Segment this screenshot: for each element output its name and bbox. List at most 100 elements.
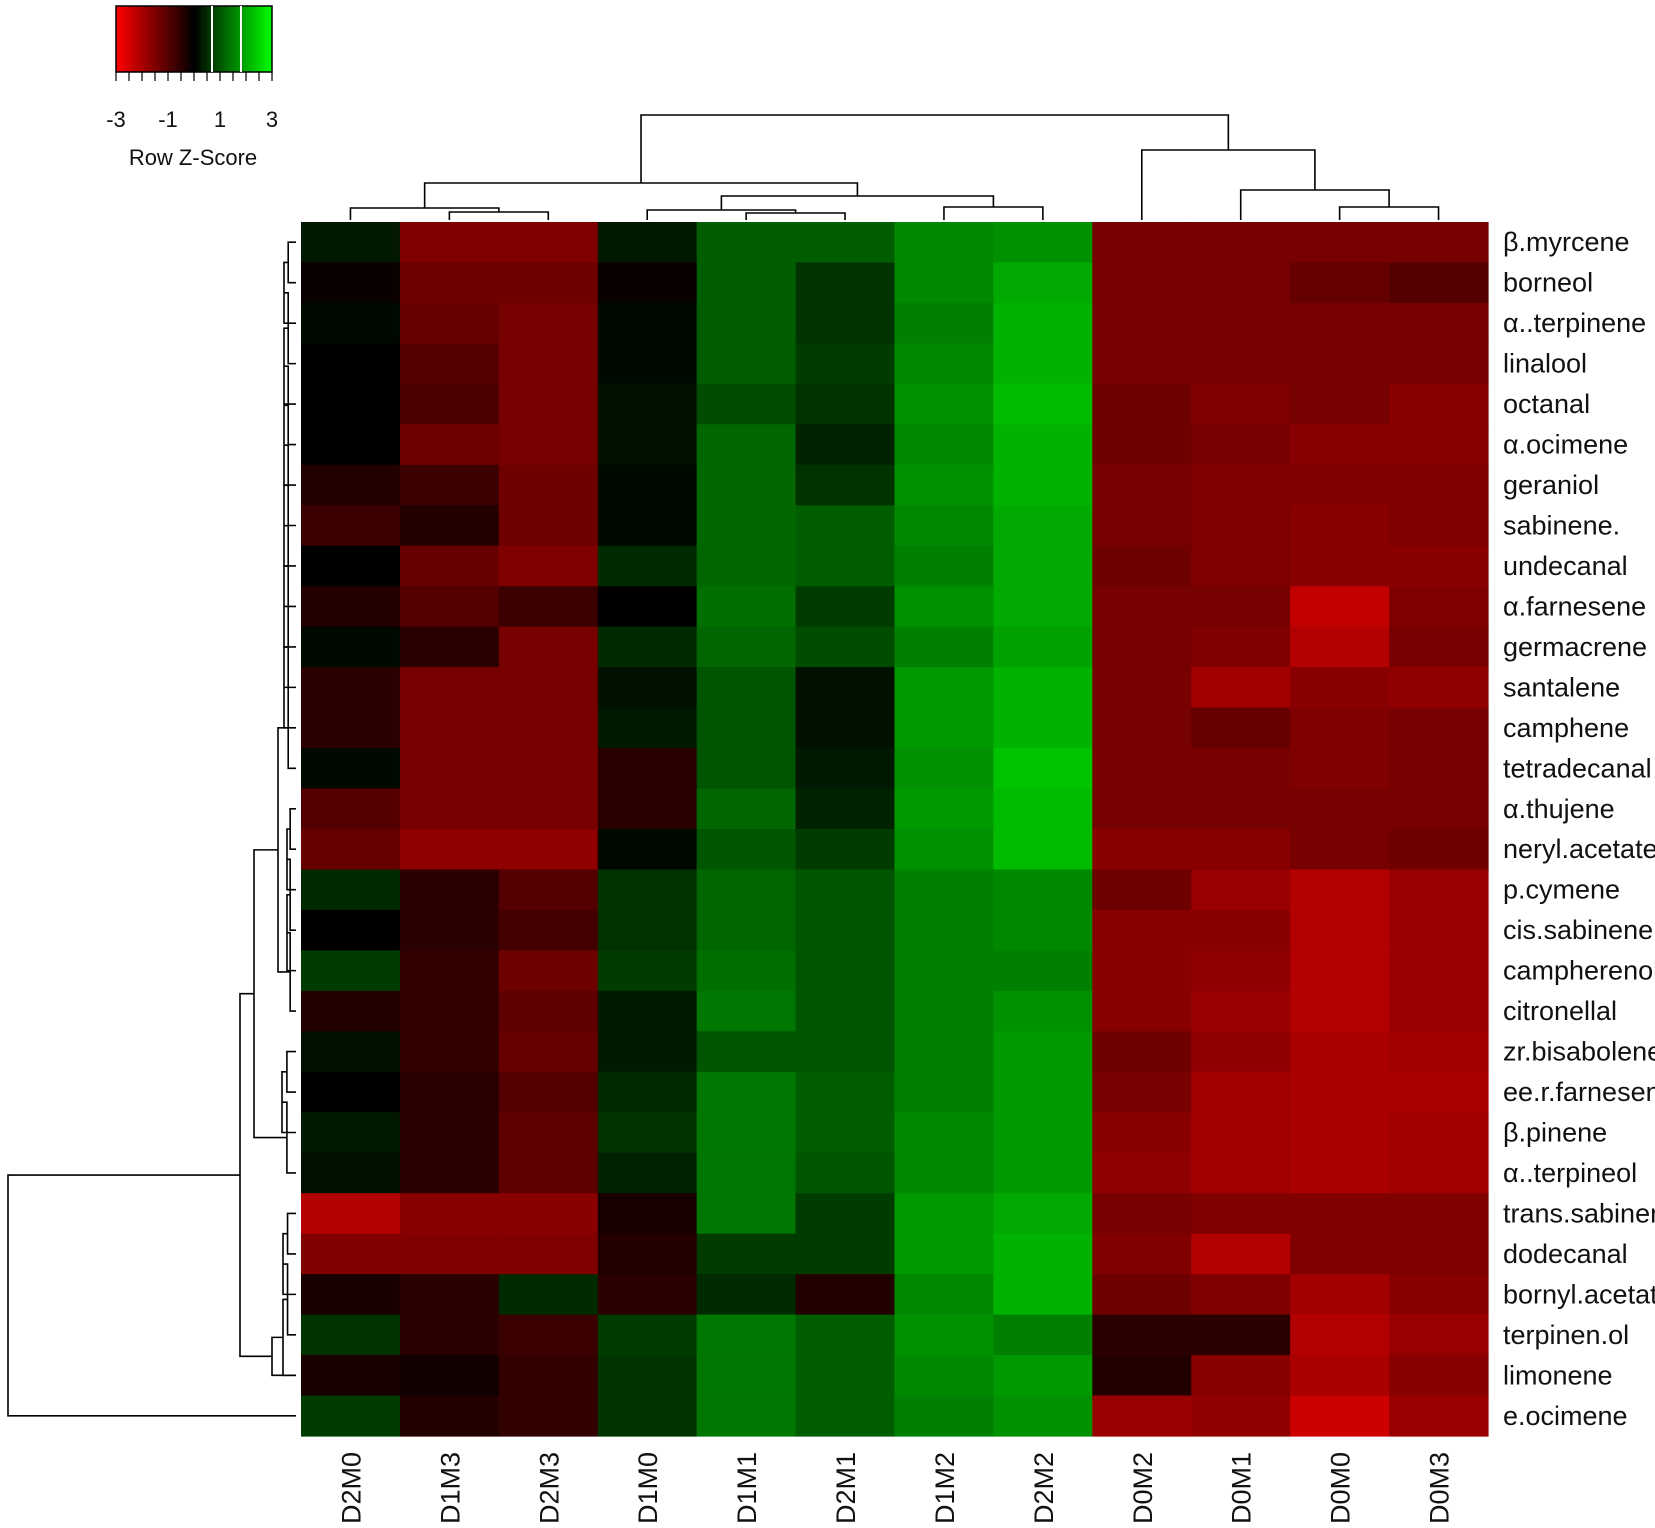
color-key-swatch: [240, 6, 244, 72]
heatmap-cell: [301, 707, 401, 749]
heatmap-cell: [597, 1395, 698, 1437]
heatmap-cell: [1191, 1112, 1291, 1154]
heatmap-cell: [894, 1395, 995, 1437]
heatmap-cell: [696, 262, 797, 304]
dendrogram-branch: [640, 114, 1230, 183]
heatmap-cell: [1191, 626, 1291, 668]
dendrogram-branch: [239, 992, 272, 1358]
row-label: zr.bisabolene: [1503, 1037, 1655, 1067]
heatmap-cell: [894, 990, 995, 1032]
color-key-swatch: [253, 6, 257, 72]
heatmap-cell: [399, 1031, 500, 1073]
heatmap-cell: [894, 707, 995, 749]
heatmap-cell: [1389, 990, 1489, 1032]
heatmap-cell: [696, 707, 797, 749]
heatmap-cell: [1389, 667, 1489, 709]
color-key-swatch: [238, 6, 242, 72]
heatmap-cell: [993, 343, 1093, 385]
column-label: D1M0: [633, 1452, 663, 1524]
heatmap-cell: [597, 909, 698, 951]
heatmap-cell: [894, 748, 995, 790]
heatmap-cell: [696, 1395, 797, 1437]
heatmap-cell: [696, 748, 797, 790]
heatmap-cell: [301, 788, 401, 830]
heatmap-cell: [1191, 343, 1291, 385]
heatmap-cell: [1191, 667, 1291, 709]
heatmap-cell: [1389, 707, 1489, 749]
row-label: α.farnesene: [1503, 591, 1646, 621]
column-label: D0M3: [1425, 1452, 1455, 1524]
column-label: D1M2: [930, 1452, 960, 1524]
row-label: terpinen.ol: [1503, 1320, 1629, 1350]
color-key-swatch: [188, 6, 192, 72]
heatmap-cell: [696, 829, 797, 871]
heatmap-cell: [1092, 1071, 1192, 1113]
color-key-swatch: [155, 6, 159, 72]
heatmap-cell: [1389, 829, 1489, 871]
heatmap-cell: [894, 829, 995, 871]
color-key-swatch: [123, 6, 127, 72]
dendrogram-branch: [1239, 189, 1390, 220]
heatmap-cell: [597, 586, 698, 628]
heatmap-cell: [1092, 302, 1192, 344]
heatmap-cell: [301, 1314, 401, 1356]
heatmap-cell: [498, 748, 599, 790]
color-key-swatch: [144, 6, 148, 72]
heatmap-cell: [1191, 707, 1291, 749]
row-label: geraniol: [1503, 470, 1599, 500]
heatmap-cell: [1389, 1314, 1489, 1356]
dendrogram-branch: [1140, 149, 1316, 220]
heatmap-cell: [1290, 788, 1390, 830]
row-label: β.pinene: [1503, 1118, 1607, 1148]
heatmap-cell: [1092, 1193, 1192, 1235]
heatmap-cell: [498, 424, 599, 466]
heatmap-cell: [696, 383, 797, 425]
color-key-swatch: [152, 6, 156, 72]
color-key-swatch: [157, 6, 161, 72]
heatmap-cell: [1191, 1193, 1291, 1235]
heatmap-cell: [1092, 505, 1192, 547]
heatmap-cell: [1191, 1395, 1291, 1437]
heatmap-cell: [498, 1274, 599, 1316]
column-dendrogram: [349, 114, 1440, 220]
heatmap-cell: [399, 1395, 500, 1437]
heatmap-cell: [795, 1152, 896, 1194]
heatmap-cell: [1092, 545, 1192, 587]
color-key-swatch: [142, 6, 146, 72]
heatmap-cell: [498, 667, 599, 709]
row-label: trans.sabinene: [1503, 1198, 1655, 1228]
heatmap-cell: [1092, 748, 1192, 790]
row-labels: β.myrcene borneol α..terpinene linalool octa…: [1503, 227, 1655, 1431]
heatmap-cell: [399, 1193, 500, 1235]
heatmap-cell: [597, 1314, 698, 1356]
row-label: α.thujene: [1503, 794, 1615, 824]
dendrogram-branch: [646, 209, 797, 220]
color-key-swatch: [175, 6, 179, 72]
row-label: borneol: [1503, 268, 1593, 298]
heatmap-cell: [993, 1314, 1093, 1356]
heatmap-cell: [399, 343, 500, 385]
heatmap-cell: [1092, 343, 1192, 385]
row-label: octanal: [1503, 389, 1590, 419]
dendrogram-branch: [943, 206, 1044, 220]
heatmap-cell: [894, 1233, 995, 1275]
heatmap-cell: [993, 1274, 1093, 1316]
heatmap-cell: [1290, 222, 1390, 264]
heatmap-cell: [498, 990, 599, 1032]
heatmap-cell: [1389, 222, 1489, 264]
heatmap-cell: [1290, 748, 1390, 790]
heatmap-cell: [795, 990, 896, 1032]
heatmap-cell: [1290, 505, 1390, 547]
color-key-swatch: [259, 6, 263, 72]
heatmap-cell: [993, 990, 1093, 1032]
heatmap-cell: [399, 1355, 500, 1397]
color-key-swatch: [230, 6, 234, 72]
heatmap-cell: [301, 545, 401, 587]
color-key-swatch: [220, 6, 224, 72]
heatmap-cell: [301, 626, 401, 668]
heatmap-cell: [399, 1233, 500, 1275]
heatmap-cell: [1092, 909, 1192, 951]
heatmap-cell: [696, 667, 797, 709]
heatmap-cell: [597, 1031, 698, 1073]
color-key-swatch: [233, 6, 237, 72]
